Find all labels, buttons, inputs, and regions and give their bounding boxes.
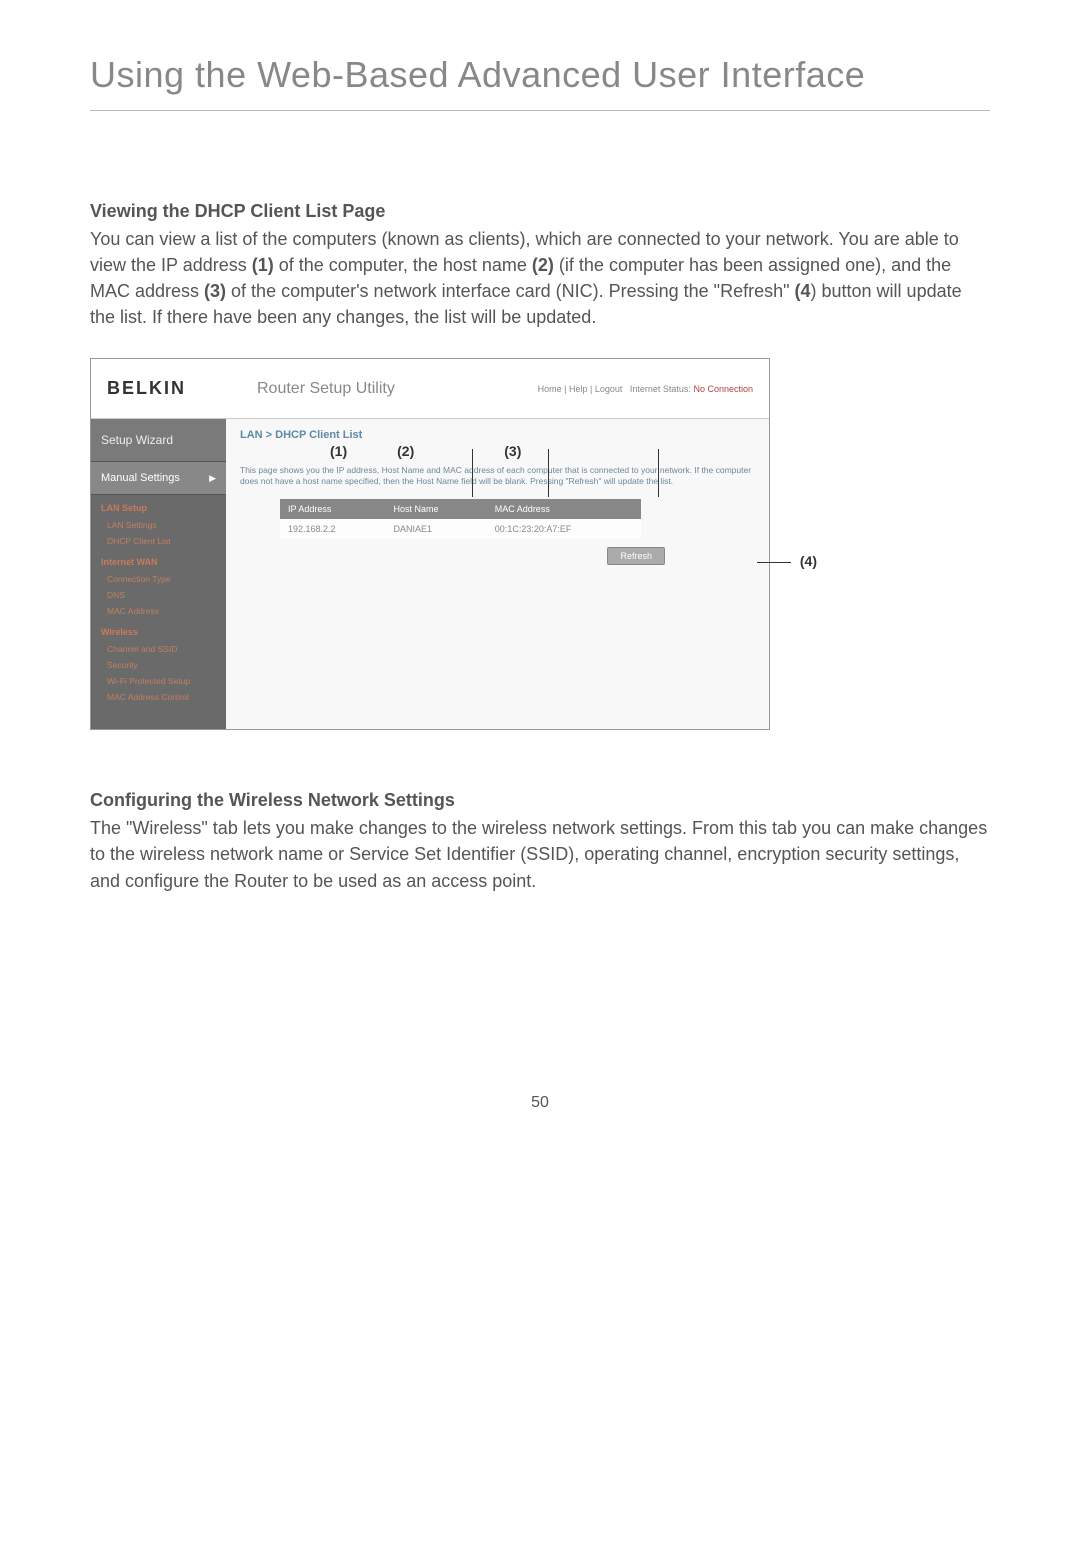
section1-body: You can view a list of the computers (kn… [90,226,990,330]
col-mac: MAC Address [487,499,641,519]
sidebar-item-mac-control[interactable]: MAC Address Control [91,689,226,705]
table-row: 192.168.2.2 DANIAE1 00:1C:23:20:A7:EF [280,519,641,539]
callout-ref-3: (3) [204,281,226,301]
nav-links[interactable]: Home | Help | Logout [538,384,623,394]
sidebar-section-wan: Internet WAN [91,549,226,571]
chevron-right-icon: ▶ [209,473,216,484]
breadcrumb: LAN > DHCP Client List [240,429,755,441]
cell-ip: 192.168.2.2 [280,519,386,539]
callout-row: (1) (2) (3) [240,443,755,459]
sidebar-manual-settings[interactable]: Manual Settings ▶ [91,462,226,495]
col-host: Host Name [386,499,487,519]
router-body: Setup Wizard Manual Settings ▶ LAN Setup… [91,419,769,729]
sidebar-item-dhcp-client[interactable]: DHCP Client List [91,533,226,549]
router-header: BELKIN Router Setup Utility Home | Help … [91,359,769,419]
callout-line-1 [472,449,473,497]
callout-line-3 [658,449,659,497]
sidebar-setup-wizard[interactable]: Setup Wizard [91,419,226,462]
text: of the computer, the host name [274,255,532,275]
sidebar-section-wireless: Wireless [91,619,226,641]
table-header-row: IP Address Host Name MAC Address [280,499,641,519]
cell-mac: 00:1C:23:20:A7:EF [487,519,641,539]
callout-ref-4: (4 [795,281,811,301]
section2-heading: Configuring the Wireless Network Setting… [90,790,990,811]
sidebar: Setup Wizard Manual Settings ▶ LAN Setup… [91,419,226,729]
callout-3: (3) [504,443,521,459]
col-ip: IP Address [280,499,386,519]
router-ui-window: BELKIN Router Setup Utility Home | Help … [90,358,770,730]
header-links: Home | Help | Logout Internet Status: No… [538,384,753,394]
manual-settings-label: Manual Settings [101,472,180,484]
cell-host: DANIAE1 [386,519,487,539]
router-screenshot: BELKIN Router Setup Utility Home | Help … [90,358,990,730]
callout-2: (2) [397,443,414,459]
brand-logo: BELKIN [107,378,247,399]
sidebar-section-lan: LAN Setup [91,495,226,517]
panel-description: This page shows you the IP address, Host… [240,465,755,487]
refresh-row: Refresh [240,547,755,565]
sidebar-item-wps[interactable]: Wi-Fi Protected Setup [91,673,226,689]
page-number: 50 [90,1094,990,1112]
callout-ref-2: (2) [532,255,554,275]
callout-1: (1) [330,443,347,459]
sidebar-item-mac-address[interactable]: MAC Address [91,603,226,619]
sidebar-item-conn-type[interactable]: Connection Type [91,571,226,587]
sidebar-item-security[interactable]: Security [91,657,226,673]
refresh-button[interactable]: Refresh [607,547,665,565]
callout-ref-1: (1) [252,255,274,275]
page-title: Using the Web-Based Advanced User Interf… [90,54,990,111]
section1-heading: Viewing the DHCP Client List Page [90,201,990,222]
sidebar-item-dns[interactable]: DNS [91,587,226,603]
text: of the computer's network interface card… [226,281,794,301]
sidebar-item-channel-ssid[interactable]: Channel and SSID [91,641,226,657]
callout-4: (4) [800,553,817,569]
utility-title: Router Setup Utility [247,380,538,398]
dhcp-client-table: IP Address Host Name MAC Address 192.168… [280,499,641,539]
main-panel: LAN > DHCP Client List (1) (2) (3) This … [226,419,769,729]
status-value: No Connection [693,384,753,394]
status-label: Internet Status: [630,384,691,394]
sidebar-item-lan-settings[interactable]: LAN Settings [91,517,226,533]
callout-line-2 [548,449,549,497]
section2-body: The "Wireless" tab lets you make changes… [90,815,990,893]
